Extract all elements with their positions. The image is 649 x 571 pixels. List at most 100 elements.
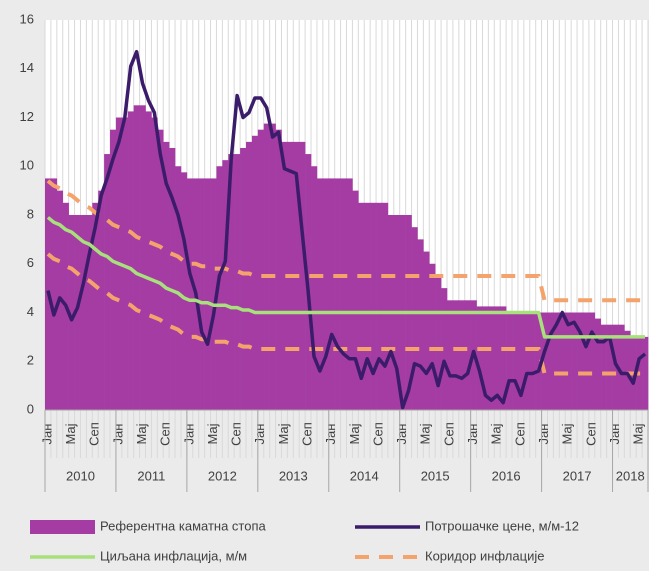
bar <box>458 300 466 410</box>
bar <box>80 215 87 410</box>
bar <box>180 172 188 410</box>
bar <box>133 105 140 410</box>
x-tick-label: Јан <box>323 424 338 445</box>
year-label: 2014 <box>350 468 379 483</box>
x-tick-label: Јан <box>465 424 480 445</box>
bar <box>204 178 211 410</box>
legend-label: Референтна каматна стопа <box>100 518 267 533</box>
y-tick-label: 12 <box>20 109 34 124</box>
bar <box>417 239 424 410</box>
bar <box>269 123 276 410</box>
bar <box>104 154 111 410</box>
bar <box>139 105 146 410</box>
bar <box>222 160 229 410</box>
bar <box>240 147 247 410</box>
bar <box>577 312 584 410</box>
bar <box>464 300 471 410</box>
x-tick-label: Сеп <box>300 422 315 446</box>
y-tick-label: 14 <box>20 60 34 75</box>
corridor-line <box>46 252 646 376</box>
legend-label: Потрошачке цене, м/м-12 <box>425 518 579 533</box>
bar <box>145 111 152 410</box>
bar <box>364 202 371 410</box>
legend-label: Коридор инфлације <box>425 548 544 563</box>
bar <box>311 166 318 410</box>
bar <box>121 117 129 410</box>
x-tick-label: Јан <box>181 424 196 445</box>
bar <box>494 306 501 410</box>
x-tick-label: Сеп <box>441 422 456 446</box>
x-tick-label: Мај <box>631 423 646 444</box>
bar <box>370 202 377 410</box>
x-tick-label: Сеп <box>158 422 173 446</box>
x-tick-label: Мај <box>63 423 78 444</box>
year-label: 2013 <box>279 468 308 483</box>
corridor-line <box>46 179 646 303</box>
bar <box>423 251 430 410</box>
bar <box>488 306 495 410</box>
bar <box>299 141 306 410</box>
bar <box>476 306 483 410</box>
x-tick-label: Јан <box>110 424 125 445</box>
bar <box>547 312 554 410</box>
bar <box>429 263 436 410</box>
bar <box>163 141 170 410</box>
year-label: 2018 <box>616 468 645 483</box>
bar <box>376 202 383 410</box>
bar <box>600 324 607 410</box>
bar <box>482 306 489 410</box>
bar <box>68 215 75 410</box>
x-tick-label: Сеп <box>370 422 385 446</box>
bar <box>588 312 596 410</box>
x-tick-label: Мај <box>276 423 291 444</box>
bar <box>316 178 324 410</box>
y-tick-label: 2 <box>27 353 34 368</box>
bar <box>523 312 531 410</box>
bar <box>435 275 442 410</box>
bar <box>346 178 353 410</box>
x-tick-label: Мај <box>134 423 149 444</box>
x-tick-label: Сеп <box>512 422 527 446</box>
x-tick-label: Сеп <box>87 422 102 446</box>
x-tick-label: Јан <box>394 424 409 445</box>
bar <box>263 123 270 410</box>
bar <box>328 178 335 410</box>
x-tick-label: Мај <box>418 423 433 444</box>
y-tick-label: 4 <box>27 304 34 319</box>
x-tick-label: Сеп <box>229 422 244 446</box>
bar <box>541 312 548 410</box>
bar <box>210 178 217 410</box>
x-tick-label: Мај <box>205 423 220 444</box>
bar <box>535 312 542 410</box>
bar <box>565 312 572 410</box>
x-tick-label: Јан <box>252 424 267 445</box>
bar <box>322 178 330 410</box>
bar <box>500 306 507 410</box>
bar <box>452 300 460 410</box>
bar <box>512 312 519 410</box>
x-tick-label: Јан <box>39 424 54 445</box>
bar <box>257 129 265 410</box>
bar <box>246 141 253 410</box>
bar <box>571 312 578 410</box>
y-tick-label: 8 <box>27 206 34 221</box>
x-tick-label: Мај <box>347 423 362 444</box>
bar <box>334 178 341 410</box>
line <box>46 49 647 410</box>
y-tick-label: 16 <box>20 11 34 26</box>
bar <box>642 336 649 410</box>
y-tick-label: 10 <box>20 158 34 173</box>
year-label: 2016 <box>492 468 521 483</box>
year-label: 2015 <box>421 468 450 483</box>
bar <box>606 324 613 410</box>
bar <box>157 129 164 410</box>
bar <box>216 166 223 410</box>
bar <box>612 324 619 410</box>
bar <box>352 190 359 410</box>
bar <box>50 178 58 410</box>
bar <box>251 135 259 410</box>
bar <box>381 202 389 410</box>
bar <box>553 312 560 410</box>
bar <box>98 190 105 410</box>
